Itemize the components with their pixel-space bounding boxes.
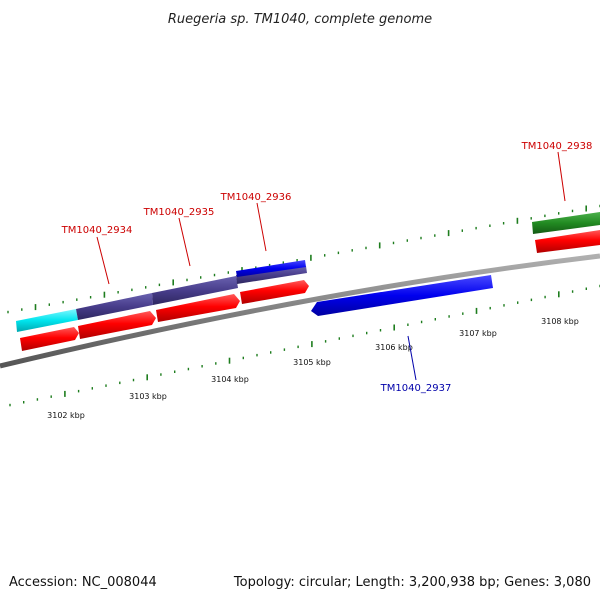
blue-feature[interactable] [236,260,306,277]
genome-summary-text: Topology: circular; Length: 3,200,938 bp… [233,575,591,590]
genome-backbone [0,253,600,369]
scale-label: 3104 kbp [211,375,249,384]
scale-label: 3106 kbp [375,343,413,352]
label-leaders [96,151,566,381]
scale-label: 3102 kbp [47,411,85,420]
scale-label: 3105 kbp [293,358,331,367]
gene-label[interactable]: TM1040_2938 [521,141,593,152]
cds-track [20,230,600,351]
outer-tick-track [7,204,600,314]
gene-label[interactable]: TM1040_2937 [380,383,452,394]
scale-label: 3107 kbp [459,329,497,338]
cyan-feature[interactable] [16,309,78,332]
gene-label[interactable]: TM1040_2935 [143,207,215,218]
cds-arrow[interactable] [240,280,309,304]
feature-track [16,212,600,332]
inner-tick-track [9,284,600,407]
reverse-gene-arrow[interactable] [311,275,493,316]
accession-text: Accession: NC_008044 [9,575,157,590]
gene-label[interactable]: TM1040_2936 [220,192,292,203]
scale-label: 3103 kbp [129,392,167,401]
cds-arrow[interactable] [20,327,79,351]
purple-feature[interactable] [152,276,238,305]
green-feature[interactable] [532,212,600,234]
purple-feature[interactable] [76,293,153,320]
scale-labels: 3102 kbp 3103 kbp 3104 kbp 3105 kbp 3106… [47,317,579,420]
cds-arrow[interactable] [535,230,600,253]
map-title: Ruegeria sp. TM1040, complete genome [168,12,432,27]
cds-arrow[interactable] [156,294,240,322]
gene-label[interactable]: TM1040_2934 [61,225,133,236]
purple-feature[interactable] [236,266,307,284]
cds-arrow[interactable] [78,311,156,339]
scale-label: 3108 kbp [541,317,579,326]
gene-labels: TM1040_2934 TM1040_2935 TM1040_2936 TM10… [61,141,593,394]
